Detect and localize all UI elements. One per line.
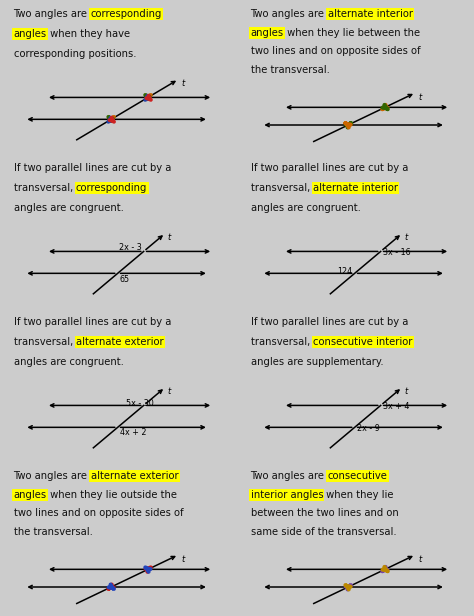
Text: transversal,: transversal, — [251, 184, 313, 193]
Text: alternate exterior: alternate exterior — [91, 471, 178, 481]
Text: angles are supplementary.: angles are supplementary. — [251, 357, 383, 367]
Text: consecutive interior: consecutive interior — [313, 338, 412, 347]
Text: when they lie: when they lie — [323, 490, 394, 500]
Text: transversal,: transversal, — [14, 184, 76, 193]
Text: consecutive: consecutive — [328, 471, 388, 481]
Text: when they lie outside the: when they lie outside the — [46, 490, 177, 500]
Text: Two angles are: Two angles are — [251, 471, 328, 481]
Text: angles are congruent.: angles are congruent. — [251, 203, 360, 213]
Text: Two angles are: Two angles are — [251, 9, 328, 19]
Text: angles: angles — [14, 30, 46, 39]
Text: corresponding: corresponding — [76, 184, 147, 193]
Text: alternate exterior: alternate exterior — [76, 338, 164, 347]
Text: alternate interior: alternate interior — [328, 9, 413, 19]
Text: t: t — [168, 233, 171, 242]
Text: when they have: when they have — [46, 30, 130, 39]
Text: t: t — [168, 387, 171, 396]
Text: interior angles: interior angles — [251, 490, 323, 500]
Text: t: t — [181, 554, 184, 564]
Text: t: t — [418, 554, 421, 564]
Text: the transversal.: the transversal. — [14, 527, 92, 537]
Text: two lines and on opposite sides of: two lines and on opposite sides of — [251, 46, 420, 57]
Text: 4x + 2: 4x + 2 — [120, 428, 146, 437]
Text: 2x - 3: 2x - 3 — [119, 243, 142, 253]
Text: t: t — [405, 233, 408, 242]
Text: same side of the transversal.: same side of the transversal. — [251, 527, 396, 537]
Text: angles: angles — [251, 28, 283, 38]
Text: corresponding: corresponding — [91, 9, 162, 19]
Text: t: t — [405, 387, 408, 396]
Text: between the two lines and on: between the two lines and on — [251, 508, 398, 519]
Text: two lines and on opposite sides of: two lines and on opposite sides of — [14, 508, 183, 519]
Text: alternate interior: alternate interior — [313, 184, 398, 193]
Text: 124: 124 — [337, 267, 353, 277]
Text: t: t — [181, 79, 184, 88]
Text: t: t — [418, 92, 421, 102]
Text: the transversal.: the transversal. — [251, 65, 329, 75]
Text: angles: angles — [14, 490, 46, 500]
Text: Two angles are: Two angles are — [14, 9, 91, 19]
Text: transversal,: transversal, — [14, 338, 76, 347]
Text: angles are congruent.: angles are congruent. — [14, 357, 123, 367]
Text: If two parallel lines are cut by a: If two parallel lines are cut by a — [14, 163, 171, 173]
Text: 5x - 30: 5x - 30 — [127, 399, 154, 408]
Text: when they lie between the: when they lie between the — [283, 28, 420, 38]
Text: angles are congruent.: angles are congruent. — [14, 203, 123, 213]
Text: 3x + 4: 3x + 4 — [383, 402, 409, 411]
Text: corresponding positions.: corresponding positions. — [14, 49, 136, 59]
Text: transversal,: transversal, — [251, 338, 313, 347]
Text: 2x - 9: 2x - 9 — [357, 424, 380, 433]
Text: Two angles are: Two angles are — [14, 471, 91, 481]
Text: 65: 65 — [119, 275, 129, 285]
Text: If two parallel lines are cut by a: If two parallel lines are cut by a — [14, 317, 171, 327]
Text: If two parallel lines are cut by a: If two parallel lines are cut by a — [251, 317, 408, 327]
Text: If two parallel lines are cut by a: If two parallel lines are cut by a — [251, 163, 408, 173]
Text: 3x - 16: 3x - 16 — [383, 248, 410, 257]
